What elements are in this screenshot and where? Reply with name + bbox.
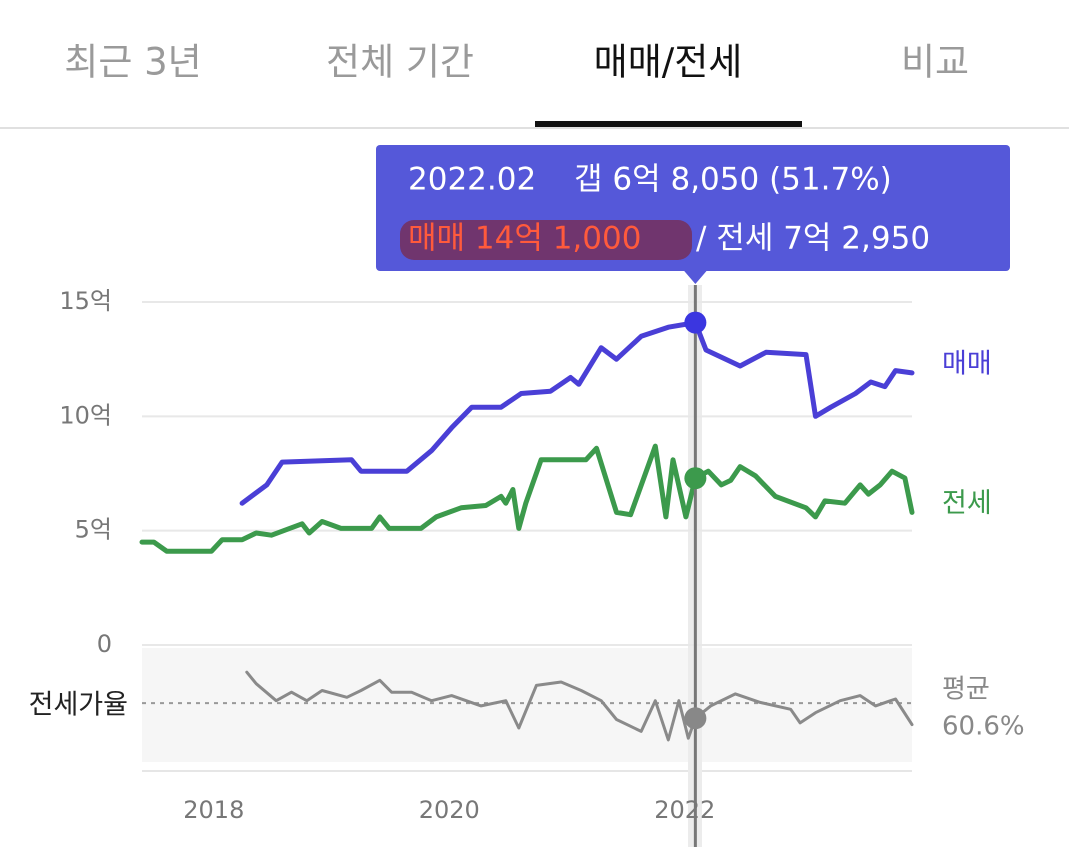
tab-underline	[535, 121, 802, 127]
x-tick-label: 2018	[183, 796, 244, 824]
x-tick-label: 2022	[654, 796, 715, 824]
y-tick-label: 10억	[59, 401, 112, 429]
highlight-dot	[684, 707, 707, 730]
average-value: 60.6%	[942, 712, 1025, 742]
average-label: 평균	[942, 675, 990, 705]
y-tick-label: 15억	[59, 287, 112, 315]
highlight-dot	[684, 311, 707, 334]
tab[interactable]: 비교	[901, 41, 969, 84]
tooltip-gap: 갭 6억 8,050 (51.7%)	[574, 162, 892, 198]
series-line	[139, 443, 915, 554]
ratio-label: 전세가율	[29, 690, 128, 721]
tab[interactable]: 매매/전세	[594, 41, 743, 84]
tooltip-pointer	[683, 270, 708, 284]
series-label: 전세	[942, 488, 992, 519]
ratio-line	[245, 670, 914, 742]
sale-highlight	[400, 220, 692, 260]
series-line	[239, 320, 915, 506]
tab[interactable]: 전체 기간	[326, 41, 474, 84]
tooltip-sale: 매매 14억 1,000	[408, 221, 641, 257]
highlight-dot	[684, 467, 707, 490]
series-label: 매매	[942, 348, 992, 379]
tab[interactable]: 최근 3년	[64, 41, 201, 84]
y-tick-label: 5억	[75, 516, 112, 544]
tooltip-date: 2022.02	[408, 162, 536, 198]
y-tick-label: 0	[97, 630, 112, 658]
tooltip-jeonse: / 전세 7억 2,950	[696, 221, 930, 257]
x-tick-label: 2020	[419, 796, 480, 824]
